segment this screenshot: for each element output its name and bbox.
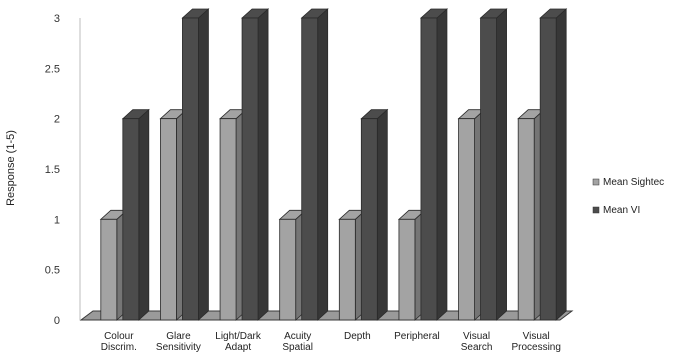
legend: Mean Sightec Mean VI [592,177,664,216]
bar-mean-vi [419,8,448,321]
bar-mean-vi [479,8,508,321]
y-axis-title: Response (1-5) [5,130,17,206]
bar-mean-vi [181,8,210,321]
category-label: Peripheral [394,331,440,342]
bar-mean-vi [121,108,150,321]
category-label: Depth [344,331,371,342]
bar-mean-vi [360,108,389,321]
y-tick-label: 0 [54,315,60,327]
bars [99,8,568,321]
y-tick-label: 2 [54,114,60,126]
category-label: Glare Sensitivity [156,331,201,353]
y-tick-label: 3 [54,13,60,25]
bar-mean-vi [241,8,270,321]
category-label: Acuity Spatial [282,331,313,353]
category-label: Visual Search [461,331,493,353]
y-tick-label: 1 [54,214,60,226]
y-tick-label: 1.5 [45,164,60,176]
y-tick-label: 2.5 [45,63,60,75]
bar-mean-vi [300,8,329,321]
bar-mean-vi [539,8,568,321]
category-label: Visual Processing [511,331,560,353]
legend-label: Mean VI [603,205,640,216]
category-label: Light/Dark Adapt [215,331,262,353]
legend-label: Mean Sightec [603,177,664,188]
y-axis: 0 0.5 1 1.5 2 2.5 3 [45,13,81,327]
legend-swatch [592,178,600,186]
legend-swatch [592,206,600,214]
y-tick-label: 0.5 [45,265,60,277]
category-label: Colour Discrim. [101,331,137,353]
category-labels: Colour Discrim. Glare Sensitivity Light/Dark… [101,331,561,353]
